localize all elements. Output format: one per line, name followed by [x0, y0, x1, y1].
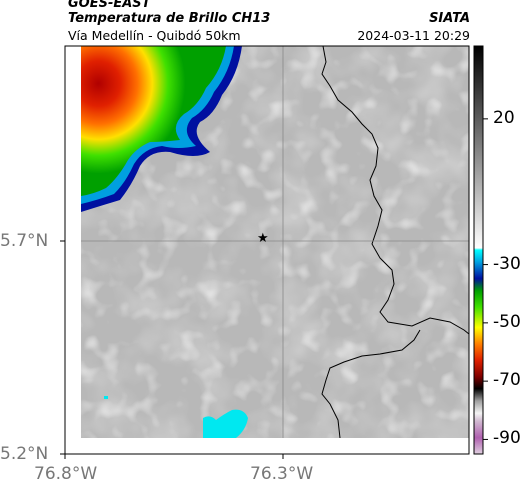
colorbar-ticks: [483, 118, 488, 440]
xtick-label: 76.8°W: [34, 464, 98, 484]
agency-label: SIATA: [429, 11, 470, 26]
border-line: [321, 46, 469, 335]
colorbar-tick-label: -50: [493, 311, 521, 332]
colorbar-tick-label: -90: [493, 428, 521, 449]
datetime-label: 2024-03-11 20:29: [357, 28, 470, 43]
xtick-label: 76.3°W: [250, 464, 314, 484]
colorbar: [473, 45, 484, 455]
plot-bottom-margin: [81, 438, 469, 454]
colorbar-tick-label: -30: [493, 253, 521, 274]
colorbar-tick-label: -70: [493, 370, 521, 391]
product-title: Temperatura de Brillo CH13: [68, 11, 271, 26]
border-line-2: [321, 329, 421, 438]
colorbar-tick-label: 20: [493, 107, 515, 128]
cold-cloud-patch: [203, 409, 248, 438]
ytick-label: 5.7°N: [0, 231, 49, 251]
satellite-title: GOES-EAST: [68, 0, 151, 11]
plot-left-margin: [65, 46, 81, 454]
region-label: Vía Medellín - Quibdó 50km: [68, 28, 241, 43]
convective-cell-core: [81, 46, 226, 196]
cold-cloud-speck: [104, 396, 108, 399]
location-marker: ★: [257, 231, 269, 246]
ytick-label: 5.2°N: [0, 444, 49, 464]
